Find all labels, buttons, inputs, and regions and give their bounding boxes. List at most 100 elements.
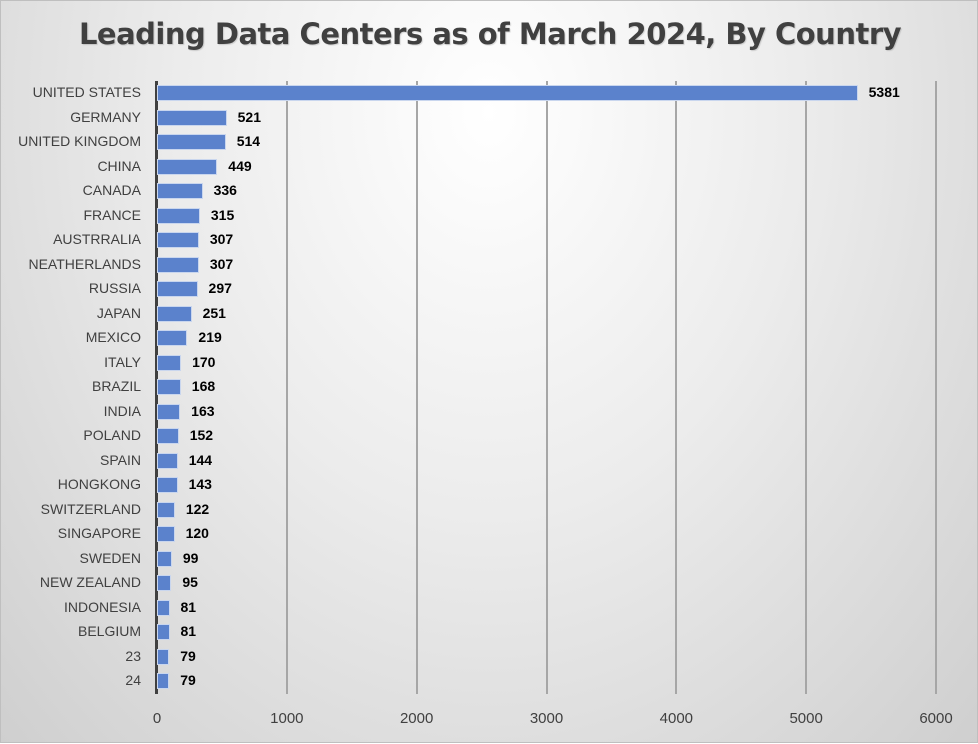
data-label: 144 <box>188 451 213 468</box>
data-label: 251 <box>202 304 226 321</box>
category-label: UNITED STATES <box>32 84 141 100</box>
bar-row: UNITED KINGDOM 514 <box>1 130 978 154</box>
bar <box>158 380 180 395</box>
bar-row: ITALY 170 <box>1 351 978 375</box>
bar-row: AUSTRRALIA 307 <box>1 228 978 252</box>
bar-row: JAPAN 251 <box>1 302 978 326</box>
gridline <box>675 81 678 694</box>
bar-row: UNITED STATES 5381 <box>1 81 978 105</box>
bar-row: SWITZERLAND 122 <box>1 498 978 522</box>
bar-row: FRANCE 315 <box>1 204 978 228</box>
data-label: 120 <box>185 525 209 542</box>
data-label: 336 <box>213 182 237 199</box>
bar <box>158 110 226 125</box>
category-label: MEXICO <box>85 329 141 346</box>
data-label: 449 <box>228 157 252 174</box>
category-label: RUSSIA <box>88 280 141 297</box>
data-label: 307 <box>209 231 234 248</box>
data-label: 170 <box>192 353 216 370</box>
bar-row: NEW ZEALAND 95 <box>1 571 978 595</box>
data-label: 79 <box>180 672 196 689</box>
gridline <box>415 81 418 694</box>
bar <box>158 306 191 321</box>
bar-row: GERMANY 521 <box>1 106 978 130</box>
bar <box>158 502 174 517</box>
category-label: HONGKONG <box>57 476 141 493</box>
category-label: BRAZIL <box>91 378 141 395</box>
x-tick-label: 3000 <box>529 710 564 727</box>
data-label: 297 <box>208 280 232 297</box>
x-tick-label: 1000 <box>270 710 304 727</box>
bar-row: INDIA 163 <box>1 400 978 424</box>
data-label: 168 <box>191 378 216 395</box>
bar-row: SINGAPORE 120 <box>1 522 978 546</box>
x-tick-label: 4000 <box>659 710 694 727</box>
category-label: POLAND <box>83 427 141 444</box>
bar <box>158 233 198 248</box>
gridline <box>805 81 808 694</box>
chart-title: Leading Data Centers as of March 2024, B… <box>78 17 902 51</box>
category-axis-line <box>155 81 158 694</box>
data-label: 307 <box>209 255 234 272</box>
bar <box>158 649 169 664</box>
data-label: 5381 <box>868 84 900 100</box>
gridline <box>935 81 937 694</box>
bar-row: POLAND 152 <box>1 424 978 448</box>
bar <box>158 135 225 150</box>
category-label: 23 <box>125 647 141 664</box>
category-label: 24 <box>125 672 141 689</box>
bar <box>158 625 169 640</box>
bar-row: BELGIUM 81 <box>1 620 978 644</box>
category-label: AUSTRRALIA <box>53 231 141 248</box>
category-label: SINGAPORE <box>57 525 141 542</box>
bar <box>158 257 198 272</box>
bar <box>158 429 178 444</box>
data-label: 152 <box>189 427 214 444</box>
data-label: 315 <box>210 206 235 223</box>
data-label: 514 <box>236 133 261 150</box>
bar <box>158 159 217 174</box>
category-label: INDONESIA <box>63 598 141 615</box>
bar <box>158 453 177 468</box>
bar <box>158 208 199 223</box>
bar-row: 23 79 <box>1 645 978 669</box>
category-label: JAPAN <box>96 304 141 321</box>
bar-row: INDONESIA 81 <box>1 596 978 620</box>
bar <box>158 551 171 566</box>
bar-row: HONGKONG 143 <box>1 473 978 497</box>
category-label: SWEDEN <box>79 549 141 566</box>
gridline <box>545 81 548 694</box>
bar <box>158 86 857 100</box>
bar <box>158 478 177 493</box>
bar <box>158 674 169 689</box>
x-tick-label: 6000 <box>919 710 953 727</box>
category-label: CHINA <box>97 157 141 174</box>
category-label: SWITZERLAND <box>40 500 141 517</box>
bar <box>158 331 187 346</box>
category-label: NEATHERLANDS <box>28 255 141 272</box>
bar <box>158 282 197 297</box>
bar <box>158 600 169 615</box>
bar-row: SWEDEN 99 <box>1 547 978 571</box>
data-label: 219 <box>198 329 222 346</box>
category-label: NEW ZEALAND <box>39 574 141 591</box>
bar-row: MEXICO 219 <box>1 326 978 350</box>
bar <box>158 184 202 199</box>
gridline <box>285 81 288 694</box>
data-label: 79 <box>180 647 196 664</box>
data-label: 163 <box>191 402 215 419</box>
category-label: UNITED KINGDOM <box>18 133 141 150</box>
x-tick-label: 0 <box>152 710 162 727</box>
data-label: 143 <box>188 476 212 493</box>
data-label: 81 <box>180 623 197 640</box>
bar-row: 24 79 <box>1 669 978 693</box>
bar-row: BRAZIL 168 <box>1 375 978 399</box>
data-label: 99 <box>182 549 199 566</box>
bar <box>158 404 180 419</box>
bar-row: SPAIN 144 <box>1 449 978 473</box>
bar-row: NEATHERLANDS 307 <box>1 253 978 277</box>
data-label: 122 <box>185 500 210 517</box>
bar <box>158 355 181 370</box>
